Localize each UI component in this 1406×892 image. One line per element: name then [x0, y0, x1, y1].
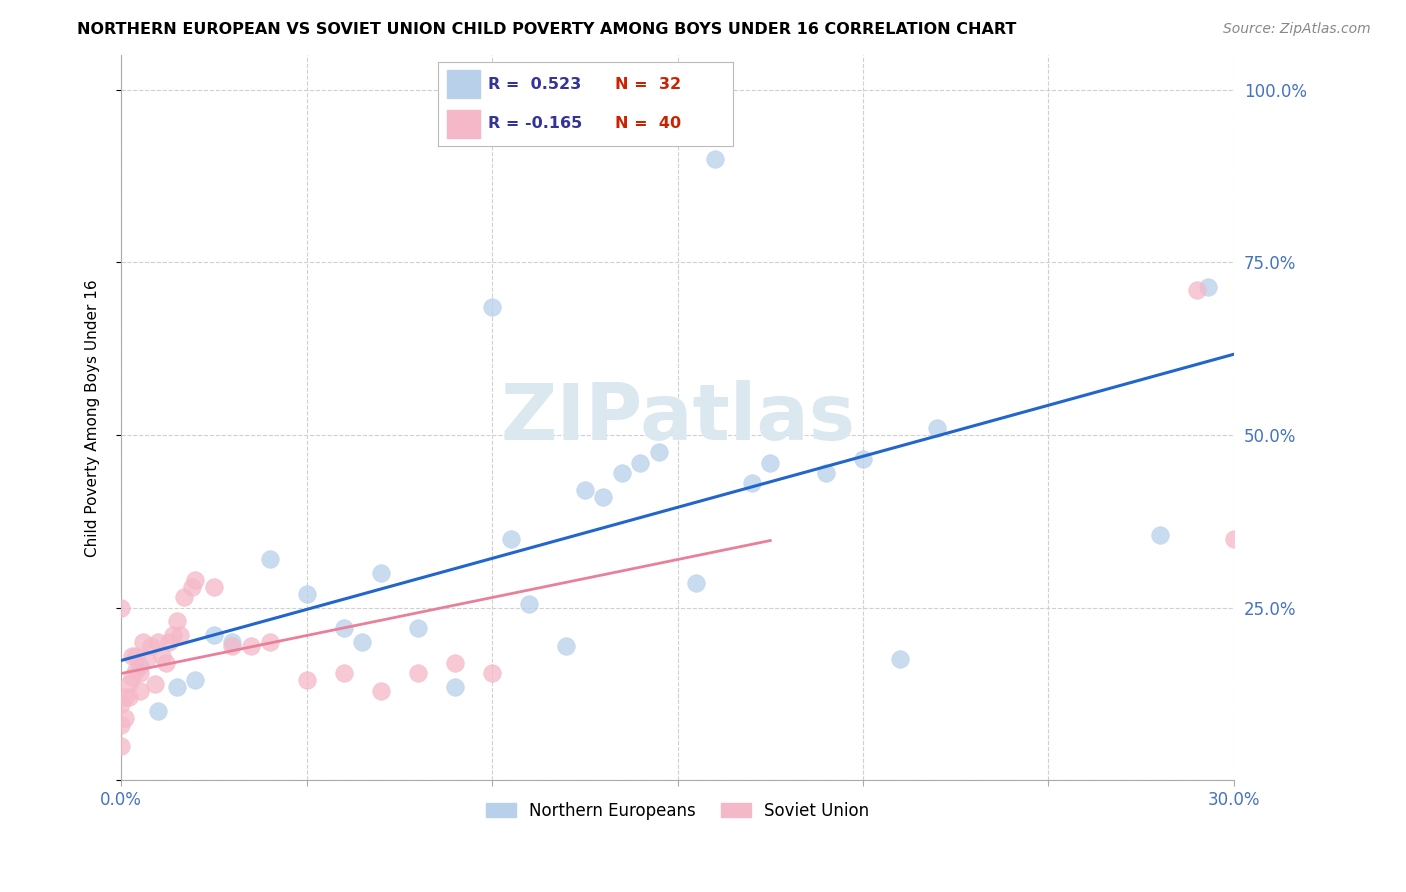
- Point: [741, 476, 763, 491]
- Point: [117, 676, 139, 690]
- Point: [136, 652, 159, 666]
- Point: [259, 552, 281, 566]
- Point: [157, 635, 180, 649]
- Point: [155, 656, 177, 670]
- Point: [517, 597, 540, 611]
- Point: [1223, 532, 1246, 546]
- Point: [352, 635, 374, 649]
- Point: [332, 621, 354, 635]
- Point: [148, 635, 170, 649]
- Point: [370, 566, 392, 581]
- Point: [592, 490, 614, 504]
- Point: [173, 591, 195, 605]
- Point: [202, 628, 225, 642]
- Point: [148, 704, 170, 718]
- Point: [110, 718, 132, 732]
- Y-axis label: Child Poverty Among Boys Under 16: Child Poverty Among Boys Under 16: [86, 279, 100, 557]
- Text: NORTHERN EUROPEAN VS SOVIET UNION CHILD POVERTY AMONG BOYS UNDER 16 CORRELATION : NORTHERN EUROPEAN VS SOVIET UNION CHILD …: [77, 22, 1017, 37]
- Point: [169, 628, 191, 642]
- Point: [1197, 279, 1219, 293]
- Point: [184, 573, 207, 587]
- Point: [759, 456, 782, 470]
- Point: [125, 648, 148, 663]
- Point: [128, 683, 150, 698]
- Point: [114, 711, 136, 725]
- Point: [927, 421, 949, 435]
- Point: [128, 659, 150, 673]
- Point: [110, 600, 132, 615]
- Point: [852, 452, 875, 467]
- Point: [110, 739, 132, 753]
- Point: [121, 648, 143, 663]
- Point: [166, 680, 188, 694]
- Point: [221, 639, 243, 653]
- Point: [648, 445, 671, 459]
- Point: [139, 639, 162, 653]
- Point: [114, 690, 136, 705]
- Point: [1149, 528, 1171, 542]
- Point: [444, 680, 467, 694]
- Point: [259, 635, 281, 649]
- Point: [332, 666, 354, 681]
- Point: [295, 673, 318, 688]
- Point: [184, 673, 207, 688]
- Point: [574, 483, 596, 498]
- Point: [444, 656, 467, 670]
- Point: [610, 466, 633, 480]
- Point: [555, 639, 578, 653]
- Point: [180, 580, 202, 594]
- Point: [685, 576, 707, 591]
- Point: [117, 690, 139, 705]
- Point: [202, 580, 225, 594]
- Point: [110, 698, 132, 712]
- Point: [121, 670, 143, 684]
- Text: ZIPatlas: ZIPatlas: [501, 380, 855, 456]
- Point: [150, 648, 173, 663]
- Point: [1185, 283, 1208, 297]
- Point: [499, 532, 522, 546]
- Point: [370, 683, 392, 698]
- Point: [162, 628, 184, 642]
- Point: [125, 663, 148, 677]
- Legend: Northern Europeans, Soviet Union: Northern Europeans, Soviet Union: [479, 795, 876, 826]
- Point: [143, 676, 166, 690]
- Point: [295, 587, 318, 601]
- Point: [628, 456, 651, 470]
- Point: [481, 300, 503, 314]
- Point: [166, 615, 188, 629]
- Point: [132, 635, 155, 649]
- Text: Source: ZipAtlas.com: Source: ZipAtlas.com: [1223, 22, 1371, 37]
- Point: [128, 666, 150, 681]
- Point: [889, 652, 911, 666]
- Point: [703, 152, 725, 166]
- Point: [221, 635, 243, 649]
- Point: [406, 666, 429, 681]
- Point: [814, 466, 837, 480]
- Point: [406, 621, 429, 635]
- Point: [481, 666, 503, 681]
- Point: [239, 639, 262, 653]
